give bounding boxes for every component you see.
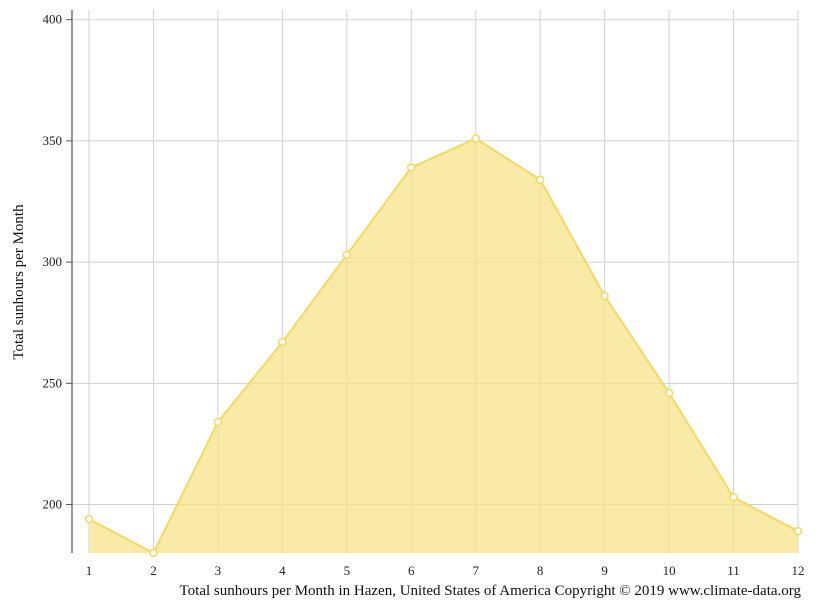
- x-tick-label-11: 11: [727, 563, 740, 578]
- y-tick-label-350: 350: [43, 133, 63, 148]
- data-point-6: [407, 163, 416, 172]
- y-tick-label-200: 200: [43, 497, 63, 512]
- x-tick-label-2: 2: [150, 563, 157, 578]
- data-points: [84, 134, 803, 558]
- x-tick-label-7: 7: [472, 563, 479, 578]
- x-tick-label-4: 4: [279, 563, 286, 578]
- x-tick-label-9: 9: [601, 563, 608, 578]
- area-layer: [88, 137, 799, 555]
- axes: [66, 10, 73, 553]
- y-axis-label: Total sunhours per Month: [11, 204, 27, 360]
- y-tick-label-400: 400: [43, 12, 63, 27]
- data-point-4: [278, 337, 287, 347]
- series-line: [88, 137, 799, 555]
- x-tick-label-12: 12: [792, 563, 805, 578]
- data-point-3: [213, 417, 223, 427]
- chart-caption: Total sunhours per Month in Hazen, Unite…: [179, 583, 801, 599]
- y-tick-label-300: 300: [43, 254, 63, 269]
- data-point-7: [471, 134, 480, 143]
- data-point-11: [729, 492, 738, 502]
- data-point-2: [149, 548, 158, 558]
- y-tick-label-250: 250: [43, 375, 63, 390]
- x-tick-label-6: 6: [408, 563, 415, 578]
- data-point-5: [342, 250, 352, 260]
- x-tick-label-8: 8: [537, 563, 544, 578]
- data-point-1: [84, 514, 94, 524]
- x-tick-label-3: 3: [215, 563, 222, 578]
- data-point-10: [664, 388, 674, 398]
- x-tick-label-10: 10: [663, 563, 676, 578]
- data-point-8: [535, 175, 545, 184]
- x-tick-label-5: 5: [344, 563, 351, 578]
- series-area: [89, 138, 798, 554]
- data-point-9: [600, 291, 609, 301]
- data-point-12: [793, 526, 803, 536]
- x-tick-label-1: 1: [86, 563, 93, 578]
